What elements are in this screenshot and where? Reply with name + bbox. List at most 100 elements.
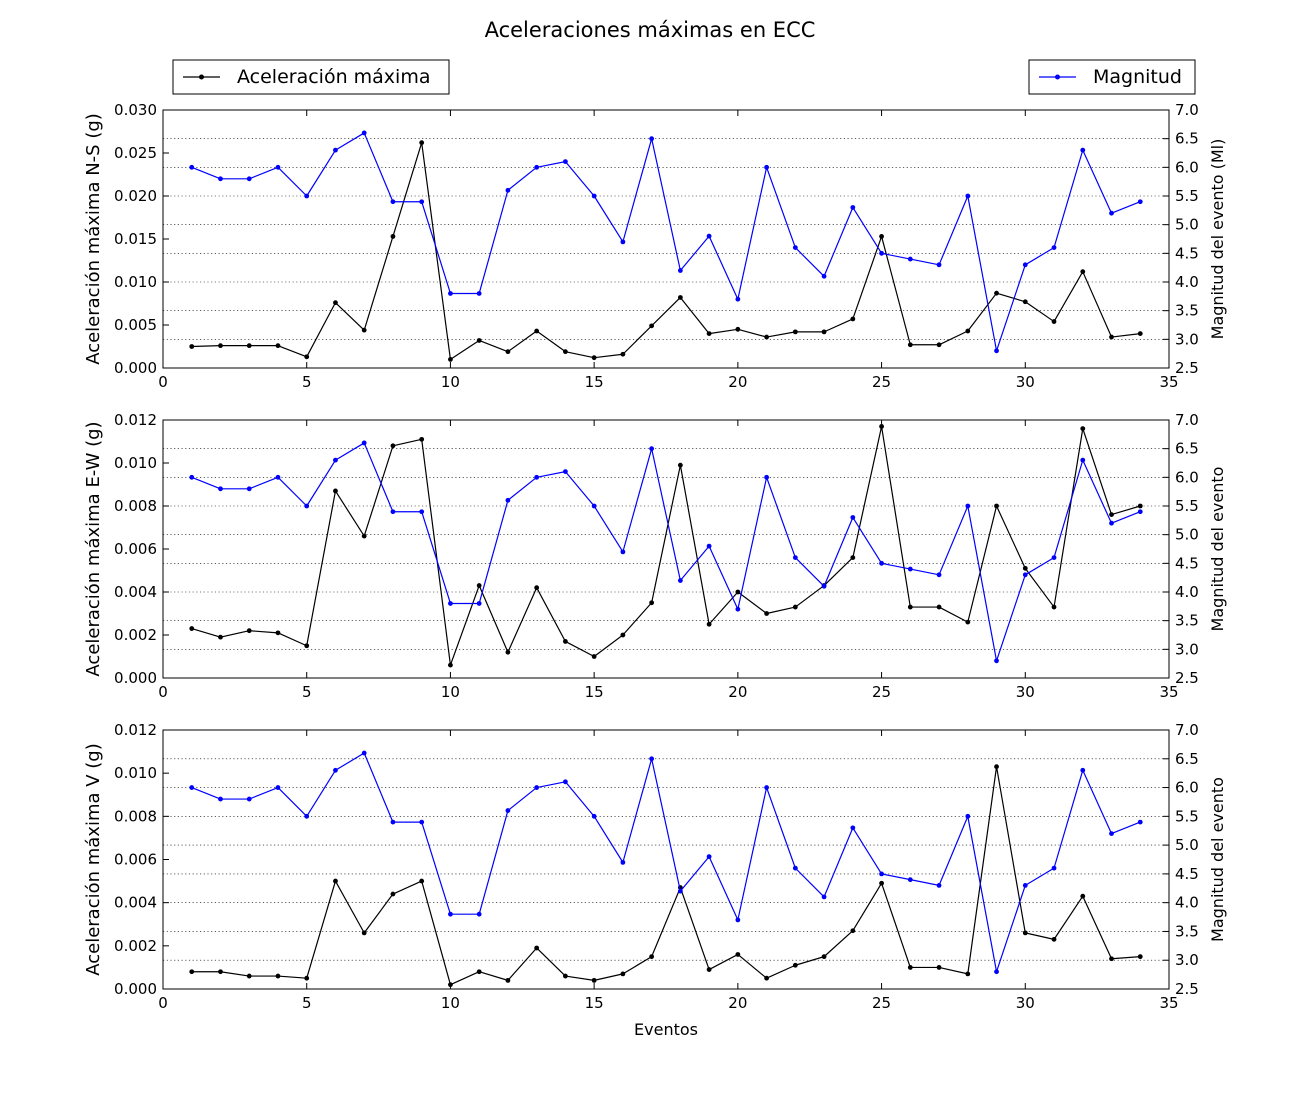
point-magnitude: [1109, 210, 1114, 216]
point-acceleration: [994, 290, 999, 296]
point-acceleration: [189, 969, 195, 975]
y2-axis-label: Magnitud del evento (Ml): [1208, 139, 1227, 340]
series-line-magnitude: [191, 752, 1141, 973]
y2-tick-label: 3.0: [1175, 330, 1199, 348]
point-magnitude: [333, 457, 338, 463]
plot-frame: [162, 729, 1170, 990]
point-acceleration: [218, 634, 223, 640]
point-acceleration: [563, 639, 568, 644]
point-acceleration: [649, 323, 655, 329]
y2-tick-label: 3.5: [1175, 612, 1199, 630]
point-acceleration: [304, 354, 310, 360]
x-tick-label: 5: [302, 683, 312, 701]
y-tick-label: 0.000: [114, 359, 157, 377]
point-acceleration: [534, 328, 540, 334]
x-tick-label: 20: [728, 683, 747, 701]
point-magnitude: [907, 256, 913, 262]
point-magnitude: [419, 199, 425, 205]
point-acceleration: [936, 342, 942, 348]
y-tick-label: 0.020: [114, 187, 157, 205]
legend-acceleration: Aceleración máxima: [172, 59, 450, 95]
y2-tick-label: 3.5: [1175, 302, 1199, 320]
point-magnitude: [304, 503, 310, 509]
point-acceleration: [850, 316, 856, 322]
point-acceleration: [965, 619, 971, 625]
point-acceleration: [649, 600, 655, 606]
x-tick-label: 20: [728, 373, 747, 391]
y-tick-label: 0.015: [114, 230, 157, 248]
point-magnitude: [1080, 147, 1086, 153]
y-tick-label: 0.012: [114, 721, 157, 739]
series-line-acceleration: [191, 425, 1141, 666]
series-line-acceleration: [191, 766, 1141, 986]
point-acceleration: [936, 604, 942, 610]
point-magnitude: [965, 503, 971, 509]
point-magnitude: [850, 825, 856, 831]
point-acceleration: [821, 954, 827, 960]
point-magnitude: [792, 555, 798, 560]
point-acceleration: [677, 462, 683, 468]
point-magnitude: [361, 750, 367, 756]
subplots: 0 5 10 15 20 25 30 35 0.000 0.005 0.010 0.015 0.020 0…: [83, 101, 1227, 1012]
point-magnitude: [591, 193, 597, 199]
point-acceleration: [994, 503, 999, 509]
series-line-magnitude: [191, 442, 1141, 662]
point-acceleration: [361, 533, 367, 539]
point-magnitude: [620, 859, 626, 865]
y-tick-label: 0.004: [114, 894, 157, 912]
y2-tick-label: 6.5: [1175, 130, 1199, 148]
y-axis-label: Aceleración máxima N-S (g): [83, 113, 104, 365]
point-acceleration: [1109, 334, 1114, 340]
point-magnitude: [764, 785, 769, 790]
point-magnitude: [476, 601, 482, 606]
point-magnitude: [879, 871, 884, 877]
chart-title: Aceleraciones máximas en ECC: [485, 18, 816, 42]
point-acceleration: [218, 343, 223, 349]
point-magnitude: [620, 239, 626, 245]
point-acceleration: [304, 975, 310, 981]
point-acceleration: [534, 585, 540, 591]
point-magnitude: [821, 894, 827, 900]
point-magnitude: [246, 796, 252, 802]
point-acceleration: [1080, 426, 1086, 431]
point-acceleration: [620, 632, 626, 638]
x-tick-label: 25: [872, 373, 891, 391]
point-acceleration: [620, 971, 626, 977]
point-magnitude: [505, 187, 511, 193]
point-acceleration: [821, 329, 827, 335]
point-acceleration: [591, 977, 597, 983]
point-acceleration: [1137, 954, 1143, 960]
point-magnitude: [534, 164, 540, 170]
point-acceleration: [792, 604, 798, 610]
point-magnitude: [419, 819, 425, 825]
point-acceleration: [448, 662, 453, 668]
point-magnitude: [677, 888, 683, 894]
point-magnitude: [965, 193, 971, 199]
y2-tick-label: 5.0: [1175, 836, 1199, 854]
y-tick-label: 0.012: [114, 411, 157, 429]
point-magnitude: [1137, 509, 1143, 515]
subplot-2: 0 5 10 15 20 25 30 35 0.000 0.002 0.004 0.006 0.008 0…: [83, 411, 1227, 701]
point-acceleration: [1080, 893, 1086, 899]
point-magnitude: [304, 193, 310, 199]
y-tick-label: 0.006: [114, 851, 157, 869]
point-magnitude: [677, 268, 683, 273]
point-magnitude: [218, 486, 223, 492]
x-tick-label: 20: [728, 994, 747, 1012]
point-acceleration: [419, 878, 425, 884]
point-acceleration: [246, 973, 252, 979]
point-magnitude: [246, 176, 252, 182]
point-acceleration: [879, 424, 884, 429]
y2-tick-label: 7.0: [1175, 101, 1199, 119]
y2-tick-label: 3.5: [1175, 922, 1199, 940]
point-magnitude: [390, 199, 396, 205]
point-magnitude: [620, 549, 626, 555]
point-magnitude: [1051, 555, 1057, 560]
y-axis-label: Aceleración máxima E-W (g): [83, 421, 104, 676]
y2-tick-label: 6.0: [1175, 158, 1199, 176]
point-magnitude: [821, 583, 827, 589]
point-acceleration: [390, 891, 396, 897]
point-acceleration: [275, 343, 281, 349]
point-magnitude: [1109, 520, 1114, 526]
x-tick-label: 5: [302, 994, 312, 1012]
